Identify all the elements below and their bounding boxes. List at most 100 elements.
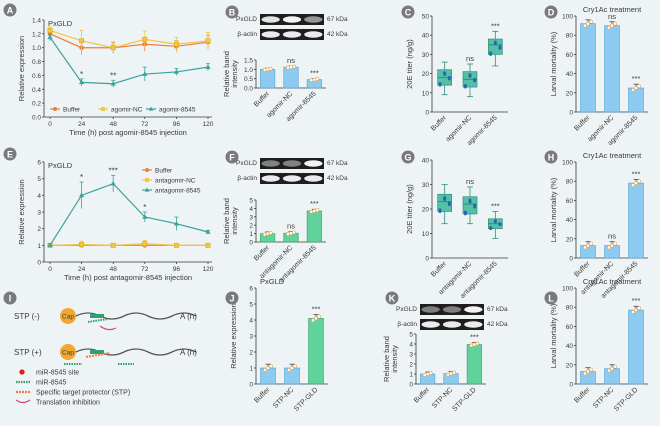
y-axis-label: 20E titer (ng/g) <box>405 184 414 234</box>
data-point <box>265 67 270 72</box>
x-tick-label: 96 <box>173 121 181 128</box>
y-tick-label: 1.4 <box>32 18 41 25</box>
bar <box>260 367 276 385</box>
data-point <box>443 71 447 75</box>
point-treat <box>205 229 211 234</box>
panel-badge-circle <box>544 291 558 305</box>
data-point <box>438 82 442 86</box>
chart-j: 0 1 2 3 4 5 6 Buffer STP-NC *** STP-GLD PxGLD Relati… <box>229 277 328 413</box>
y-tick-label: 2 <box>409 362 413 369</box>
y-tick-label: 40 <box>422 33 430 40</box>
data-point <box>634 86 638 90</box>
panel-badge-f: F <box>225 150 239 164</box>
panel-badge-letter: E <box>7 150 13 160</box>
data-point <box>475 341 480 346</box>
legend: Buffer antagomir-NC antagomir-8545 <box>142 168 201 195</box>
blot-band <box>442 321 462 328</box>
y-tick-label: 2 <box>249 223 253 230</box>
y-tick-label: 10 <box>422 90 430 97</box>
y-tick-label: 20 <box>566 362 574 369</box>
x-tick-label: 48 <box>110 121 118 128</box>
bar <box>260 69 276 89</box>
blot-band <box>282 16 302 23</box>
data-point <box>265 231 270 236</box>
chart-title: PxGLD <box>260 277 285 286</box>
x-tick-label: 120 <box>203 266 214 273</box>
panel-badge-letter: C <box>405 8 412 18</box>
panel-badge-c: C <box>401 5 415 19</box>
x-tick-label: 72 <box>141 121 149 128</box>
panel-badge-g: G <box>401 150 415 164</box>
point-treat <box>47 242 53 248</box>
bar <box>466 344 482 385</box>
y-axis-label: Larval mortality (%) <box>549 177 558 242</box>
translation-inhibition-icon <box>15 399 31 404</box>
blot-label: PxGLD <box>396 306 417 313</box>
data-point <box>315 208 320 212</box>
data-point <box>634 308 638 312</box>
point-treat <box>142 71 148 76</box>
data-point <box>498 222 502 226</box>
significance-mark: *** <box>632 74 641 83</box>
data-point <box>428 371 433 375</box>
data-point <box>637 84 641 88</box>
significance-mark: * <box>80 173 83 182</box>
y-tick-label: 2 <box>37 226 41 233</box>
x-tick-label: Buffer <box>413 386 432 405</box>
data-point <box>463 84 467 88</box>
x-tick-label: 0 <box>48 266 52 273</box>
blot-band <box>261 160 280 167</box>
x-tick-label: STP-NC <box>592 386 615 409</box>
data-point <box>309 78 314 83</box>
mirna-site <box>90 350 104 354</box>
blot-band <box>304 160 323 167</box>
data-point <box>262 67 267 72</box>
x-tick-label: Buffer <box>253 386 272 405</box>
point-nc <box>173 41 179 47</box>
data-point <box>438 208 442 212</box>
blot-band <box>282 160 302 167</box>
data-point <box>289 231 293 236</box>
data-point <box>607 25 611 30</box>
blot-band <box>442 306 462 313</box>
point-treat <box>79 79 85 85</box>
significance-mark: *** <box>310 68 319 77</box>
chart-l: 0 20 40 60 80 100 Buffer STP-NC *** STP-GLD Cry1Ac… <box>549 277 648 413</box>
data-point <box>266 366 270 370</box>
data-point <box>447 75 451 79</box>
y-tick-label: 3 <box>249 214 253 221</box>
y-tick-label: 0 <box>569 382 573 389</box>
y-tick-label: 1 <box>249 231 253 238</box>
data-point <box>610 243 614 248</box>
inhibition-arrow <box>99 325 117 331</box>
y-tick-label: 0 <box>249 382 253 389</box>
significance-mark: *** <box>310 199 319 208</box>
x-tick-label: Buffer <box>573 114 592 133</box>
blot-band <box>282 175 302 182</box>
significance-mark: *** <box>632 296 641 305</box>
data-point <box>468 73 472 77</box>
point-nc <box>79 242 85 247</box>
x-tick-label: Buffer <box>573 386 592 405</box>
significance-mark: * <box>143 203 146 212</box>
blot-kda: 67 kDa <box>327 160 348 167</box>
panel-badge-letter: G <box>404 153 411 163</box>
series-line-2 <box>49 36 209 85</box>
y-tick-label: 0.0 <box>32 115 41 122</box>
significance-mark: *** <box>491 201 500 210</box>
y-tick-label: 0.2 <box>32 101 41 108</box>
significance-mark: ns <box>608 12 616 21</box>
significance-mark: ns <box>466 177 474 186</box>
poly-a-label: A (n) <box>180 348 197 357</box>
data-point <box>262 232 267 237</box>
chart-title: Cry1Ac treatment <box>583 277 642 286</box>
y-tick-label: 4 <box>409 342 413 349</box>
panel-badge-i: I <box>3 291 17 305</box>
y-tick-label: 100 <box>562 286 573 293</box>
y-tick-label: 6 <box>249 286 253 293</box>
y-tick-label: 40 <box>566 343 574 350</box>
point-nc <box>79 38 85 44</box>
box <box>488 38 503 55</box>
blot-kda: 42 kDa <box>327 175 348 182</box>
legend-marker <box>145 168 149 172</box>
